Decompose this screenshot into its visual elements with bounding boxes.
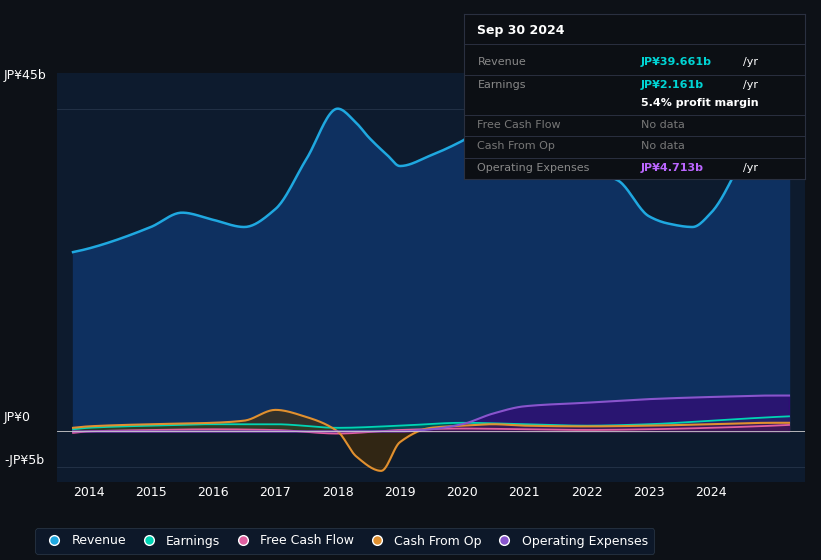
Text: No data: No data (641, 141, 685, 151)
Text: -JP¥5b: -JP¥5b (4, 454, 44, 467)
Text: No data: No data (641, 120, 685, 130)
Text: Operating Expenses: Operating Expenses (478, 162, 589, 172)
Text: Revenue: Revenue (478, 57, 526, 67)
Text: Cash From Op: Cash From Op (478, 141, 555, 151)
Text: Free Cash Flow: Free Cash Flow (478, 120, 561, 130)
Text: JP¥39.661b: JP¥39.661b (641, 57, 712, 67)
Text: /yr: /yr (743, 57, 759, 67)
Text: /yr: /yr (743, 80, 759, 90)
Text: JP¥45b: JP¥45b (4, 69, 47, 82)
Text: JP¥2.161b: JP¥2.161b (641, 80, 704, 90)
Text: JP¥4.713b: JP¥4.713b (641, 162, 704, 172)
Text: JP¥0: JP¥0 (4, 410, 31, 424)
Text: Sep 30 2024: Sep 30 2024 (478, 24, 565, 37)
Text: 5.4% profit margin: 5.4% profit margin (641, 98, 759, 108)
Legend: Revenue, Earnings, Free Cash Flow, Cash From Op, Operating Expenses: Revenue, Earnings, Free Cash Flow, Cash … (35, 528, 654, 554)
Text: /yr: /yr (743, 162, 759, 172)
Text: Earnings: Earnings (478, 80, 526, 90)
